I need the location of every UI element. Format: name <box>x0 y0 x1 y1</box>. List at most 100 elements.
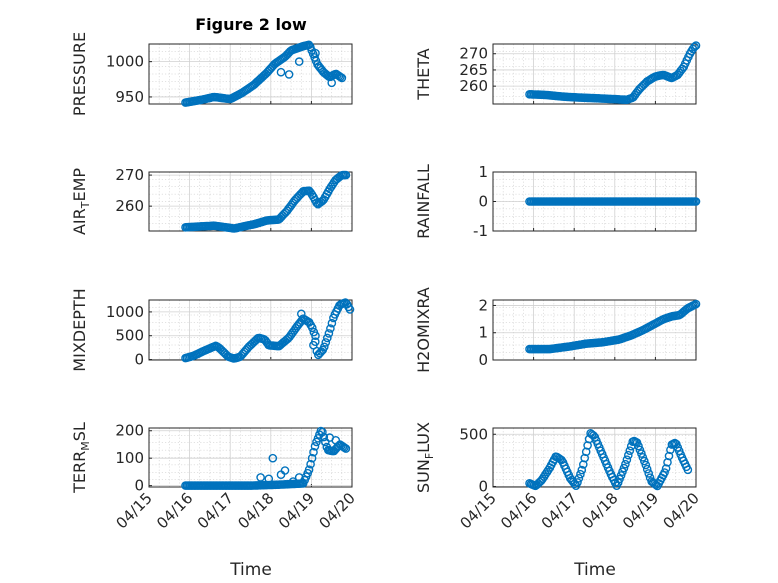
y-tick-label: -1 <box>473 222 488 240</box>
axes-border <box>492 43 697 105</box>
data-point <box>324 329 334 338</box>
y-tick-label: 260 <box>459 77 488 95</box>
x-axis-label-right: Time <box>573 560 616 580</box>
y-tick-label: 0 <box>134 351 144 369</box>
x-tick-label: 04/18 <box>234 489 277 532</box>
data-point <box>664 451 674 461</box>
data-point <box>284 70 294 79</box>
y-axis-label: RAINFALL <box>414 164 433 239</box>
x-tick-label: 04/19 <box>275 489 318 532</box>
data-point <box>341 444 351 453</box>
x-tick-label: 04/20 <box>316 489 359 532</box>
data-point <box>690 42 699 52</box>
data-point <box>638 452 648 462</box>
y-tick-label: 200 <box>115 422 144 440</box>
data-point <box>661 464 671 473</box>
data-point <box>683 465 693 475</box>
y-tick-label: 0 <box>478 193 488 211</box>
data-point <box>312 198 321 207</box>
y-axis-label: THETA <box>414 48 433 100</box>
y-tick-label: 2 <box>478 296 488 314</box>
data-point <box>322 333 332 343</box>
y-axis-label: MIXDEPTH <box>70 288 89 371</box>
x-tick-label: 04/15 <box>457 489 500 532</box>
y-tick-label: 1000 <box>106 303 144 321</box>
data-point <box>577 465 587 475</box>
data-point <box>296 309 306 319</box>
data-point <box>294 57 304 66</box>
data-point <box>340 443 349 452</box>
data-point <box>625 446 635 456</box>
data-point <box>619 463 629 473</box>
data-point <box>311 48 320 58</box>
data-point <box>616 471 626 480</box>
data-point <box>321 338 331 347</box>
data-point <box>319 432 329 442</box>
data-point <box>622 455 632 465</box>
y-tick-label: 260 <box>115 197 144 215</box>
y-tick-label: 100 <box>115 449 144 467</box>
y-tick-label: 1 <box>478 324 488 342</box>
data-point <box>691 197 701 206</box>
y-axis-label: PRESSURE <box>70 32 89 116</box>
y-tick-label: 0 <box>478 477 488 495</box>
axes-border <box>492 299 697 361</box>
data-point <box>642 464 652 474</box>
axes-border <box>148 299 353 361</box>
x-tick-label: 04/17 <box>538 489 581 532</box>
data-point <box>691 299 701 309</box>
data-point <box>331 435 341 445</box>
axes-border <box>148 43 353 105</box>
data-point <box>310 441 320 451</box>
y-tick-label: 1000 <box>106 53 144 71</box>
y-tick-label: 950 <box>115 88 144 106</box>
data-point <box>307 323 317 333</box>
x-tick-label: 04/20 <box>660 489 703 532</box>
x-tick-label: 04/16 <box>497 489 540 532</box>
data-point <box>307 453 317 463</box>
data-point <box>691 41 701 50</box>
data-point <box>309 447 318 457</box>
data-point <box>256 473 265 482</box>
y-tick-label: 265 <box>459 61 488 79</box>
data-point <box>304 465 314 475</box>
data-point <box>634 441 643 451</box>
data-point <box>337 73 347 83</box>
data-point <box>640 456 649 466</box>
data-point <box>326 324 335 333</box>
x-tick-label: 04/16 <box>153 489 196 532</box>
y-axis-label: TERRMSL <box>70 422 92 494</box>
data-point <box>306 459 315 469</box>
subplot-air-temp: 260 270 AIRTEMP <box>70 166 353 235</box>
x-tick-label: 04/19 <box>619 489 662 532</box>
y-tick-label: 1 <box>478 163 488 181</box>
y-axis-label: SUNFLUX <box>414 422 436 493</box>
data-point <box>320 437 330 447</box>
data-point <box>318 427 327 437</box>
axes-border <box>492 427 697 488</box>
data-point <box>336 72 345 82</box>
data-point <box>644 469 654 478</box>
data-point <box>319 342 329 352</box>
data-point <box>309 340 318 350</box>
data-point <box>621 459 630 469</box>
y-tick-label: 0 <box>134 477 144 495</box>
data-point <box>288 477 298 486</box>
data-point <box>641 460 651 470</box>
data-point <box>311 331 320 341</box>
data-point <box>576 469 585 479</box>
axes-border <box>148 171 353 232</box>
data-point <box>294 473 304 482</box>
y-tick-label: 270 <box>459 45 488 63</box>
data-point <box>313 433 323 443</box>
data-point <box>573 478 582 487</box>
y-axis-label: H2OMIXRA <box>414 287 433 373</box>
data-point <box>327 318 337 328</box>
subplot-mixdepth: 0 500 1000 MIXDEPTH <box>70 288 355 372</box>
data-point <box>637 449 646 458</box>
